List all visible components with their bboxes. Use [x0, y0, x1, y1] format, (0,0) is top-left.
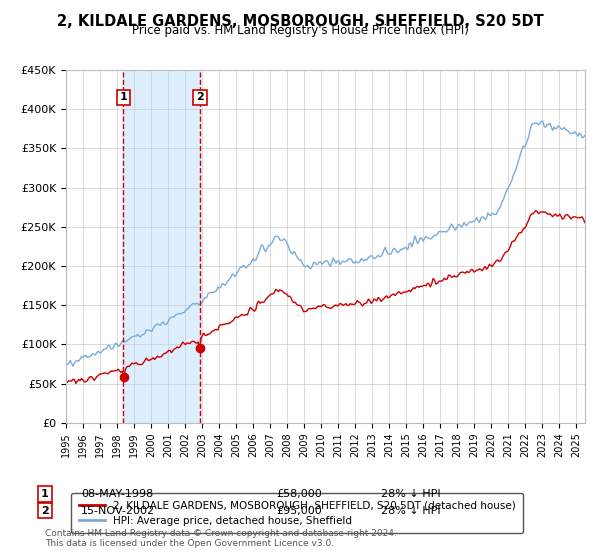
Text: £95,000: £95,000 — [276, 506, 322, 516]
Text: 28% ↓ HPI: 28% ↓ HPI — [381, 489, 440, 499]
Text: Price paid vs. HM Land Registry's House Price Index (HPI): Price paid vs. HM Land Registry's House … — [131, 24, 469, 37]
Bar — [123, 70, 200, 423]
Text: 28% ↓ HPI: 28% ↓ HPI — [381, 506, 440, 516]
Text: £58,000: £58,000 — [276, 489, 322, 499]
Text: 2: 2 — [41, 506, 49, 516]
Text: 15-NOV-2002: 15-NOV-2002 — [81, 506, 155, 516]
Text: 2: 2 — [196, 92, 204, 102]
Text: Contains HM Land Registry data © Crown copyright and database right 2024.: Contains HM Land Registry data © Crown c… — [45, 529, 397, 538]
Text: This data is licensed under the Open Government Licence v3.0.: This data is licensed under the Open Gov… — [45, 539, 334, 548]
Text: 1: 1 — [119, 92, 127, 102]
Legend: 2, KILDALE GARDENS, MOSBOROUGH, SHEFFIELD, S20 5DT (detached house), HPI: Averag: 2, KILDALE GARDENS, MOSBOROUGH, SHEFFIEL… — [71, 493, 523, 533]
Text: 1: 1 — [41, 489, 49, 499]
Text: 2, KILDALE GARDENS, MOSBOROUGH, SHEFFIELD, S20 5DT: 2, KILDALE GARDENS, MOSBOROUGH, SHEFFIEL… — [56, 14, 544, 29]
Text: 08-MAY-1998: 08-MAY-1998 — [81, 489, 153, 499]
